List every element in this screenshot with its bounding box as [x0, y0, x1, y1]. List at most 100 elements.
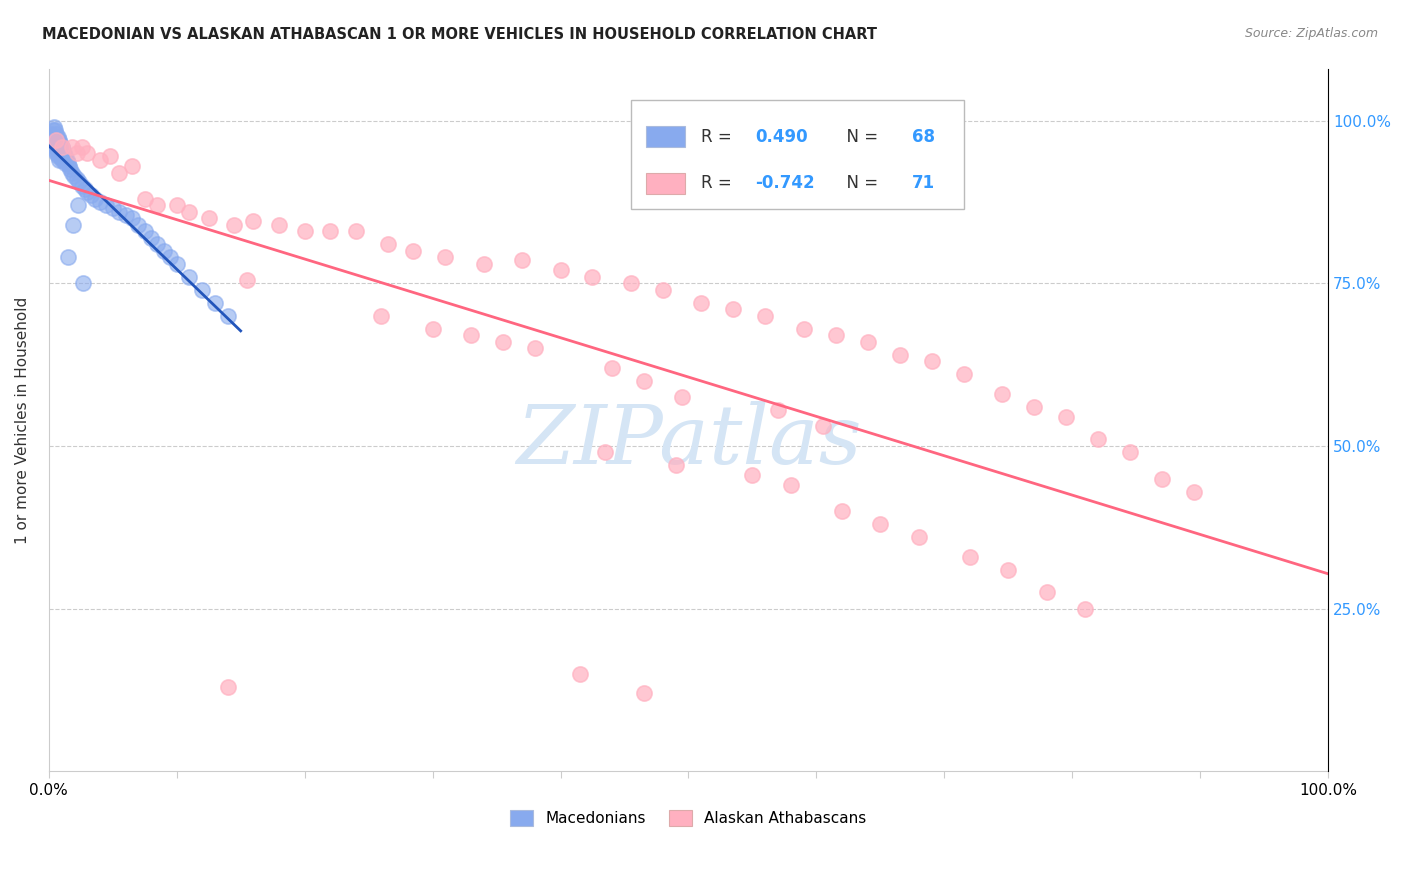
Point: [1150, 471, 1173, 485]
Point: [402, 244, 425, 258]
Point: [907, 530, 929, 544]
Point: [67, 198, 90, 212]
FancyBboxPatch shape: [631, 100, 963, 209]
Point: [73, 182, 96, 196]
Point: [581, 269, 603, 284]
Point: [370, 309, 392, 323]
Point: [997, 563, 1019, 577]
Point: [63, 169, 86, 183]
Point: [991, 387, 1014, 401]
Point: [134, 224, 156, 238]
Point: [434, 250, 457, 264]
Point: [595, 445, 617, 459]
Point: [869, 517, 891, 532]
Point: [492, 334, 515, 349]
Point: [46, 129, 69, 144]
Point: [41, 129, 63, 144]
Point: [236, 273, 259, 287]
Point: [179, 269, 201, 284]
Point: [62, 218, 84, 232]
Text: N =: N =: [835, 174, 883, 192]
Point: [550, 263, 572, 277]
Point: [49, 143, 72, 157]
Point: [114, 208, 136, 222]
Point: [779, 478, 801, 492]
Y-axis label: 1 or more Vehicles in Household: 1 or more Vehicles in Household: [15, 296, 30, 543]
Point: [46, 136, 69, 151]
Text: Source: ZipAtlas.com: Source: ZipAtlas.com: [1244, 27, 1378, 40]
Point: [344, 224, 367, 238]
Point: [49, 149, 72, 163]
Point: [671, 390, 693, 404]
Point: [45, 146, 67, 161]
Point: [1022, 400, 1045, 414]
Point: [55, 156, 77, 170]
Point: [690, 295, 713, 310]
Point: [651, 283, 673, 297]
Point: [523, 342, 546, 356]
Point: [70, 178, 93, 193]
Point: [69, 175, 91, 189]
Point: [44, 129, 66, 144]
Point: [139, 231, 162, 245]
Point: [831, 504, 853, 518]
Point: [921, 354, 943, 368]
Point: [55, 153, 77, 167]
Point: [80, 188, 103, 202]
Point: [134, 192, 156, 206]
Point: [1182, 484, 1205, 499]
Point: [754, 309, 776, 323]
Point: [108, 204, 131, 219]
Point: [72, 277, 94, 291]
Point: [294, 224, 316, 238]
Point: [59, 162, 82, 177]
Point: [101, 202, 124, 216]
Point: [121, 211, 143, 226]
Point: [153, 244, 176, 258]
Point: [89, 153, 111, 167]
Point: [48, 139, 70, 153]
Point: [48, 133, 70, 147]
Point: [197, 211, 219, 226]
Point: [51, 139, 73, 153]
Point: [472, 257, 495, 271]
Point: [52, 143, 75, 157]
Legend: Macedonians, Alaskan Athabascans: Macedonians, Alaskan Athabascans: [503, 803, 875, 834]
Point: [856, 334, 879, 349]
Text: 0.490: 0.490: [755, 128, 807, 145]
Point: [44, 136, 66, 151]
Point: [824, 328, 846, 343]
Point: [58, 159, 80, 173]
Point: [98, 149, 121, 163]
Text: N =: N =: [835, 128, 883, 145]
Point: [1054, 409, 1077, 424]
Point: [1087, 433, 1109, 447]
Point: [741, 468, 763, 483]
Point: [83, 192, 105, 206]
Point: [159, 250, 181, 264]
Point: [49, 136, 72, 151]
Point: [460, 328, 482, 343]
Point: [766, 403, 789, 417]
Point: [51, 146, 73, 161]
Text: -0.742: -0.742: [755, 174, 814, 192]
Point: [42, 139, 65, 153]
Point: [191, 283, 214, 297]
Point: [45, 127, 67, 141]
Point: [1074, 601, 1097, 615]
Point: [179, 204, 201, 219]
Point: [44, 143, 66, 157]
Point: [76, 146, 98, 161]
Point: [1119, 445, 1142, 459]
Point: [76, 185, 98, 199]
Point: [96, 198, 118, 212]
Text: R =: R =: [702, 128, 737, 145]
Point: [146, 237, 169, 252]
Point: [66, 172, 89, 186]
Point: [52, 149, 75, 163]
Point: [721, 302, 744, 317]
Text: MACEDONIAN VS ALASKAN ATHABASCAN 1 OR MORE VEHICLES IN HOUSEHOLD CORRELATION CHA: MACEDONIAN VS ALASKAN ATHABASCAN 1 OR MO…: [42, 27, 877, 42]
Point: [811, 419, 834, 434]
Point: [422, 322, 444, 336]
Point: [70, 139, 93, 153]
